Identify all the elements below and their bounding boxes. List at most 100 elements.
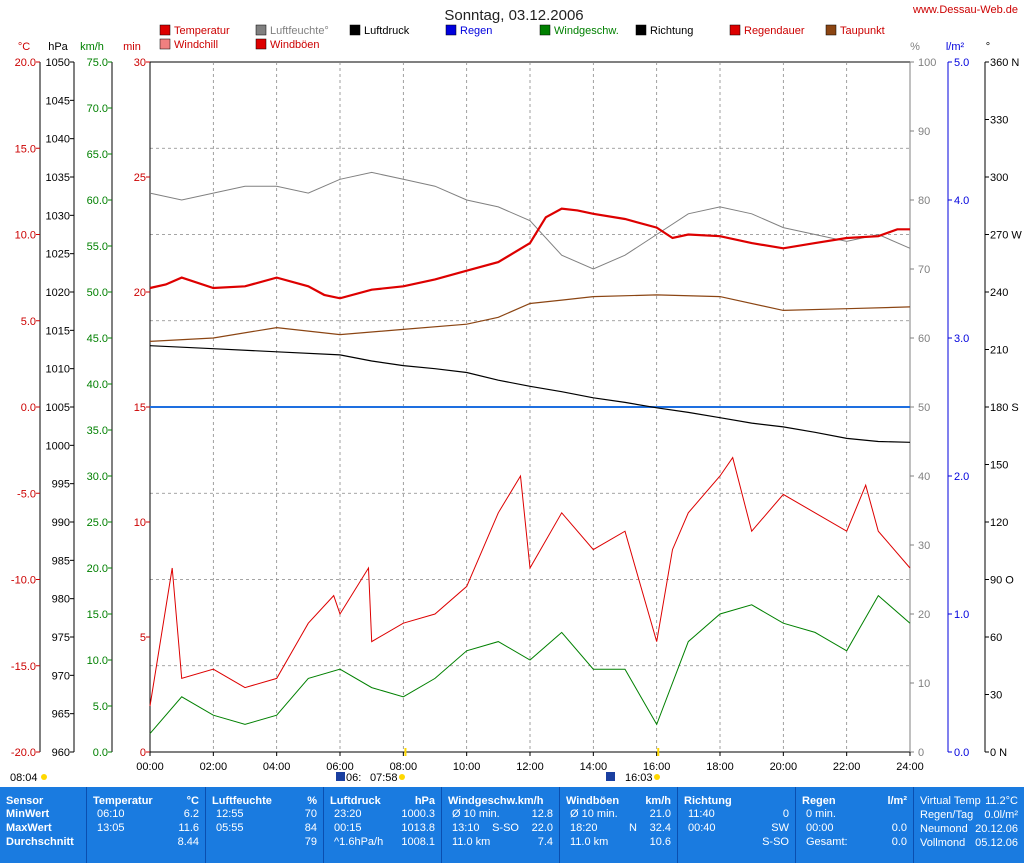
stats-hum-max-value: 84 (304, 822, 317, 834)
sunset-time: 16:03 (625, 772, 653, 784)
site-link[interactable]: www.Dessau-Web.de (913, 4, 1018, 16)
rain-axis-tick-label: 0.0 (954, 747, 969, 759)
stats-dir-max-time: 00:40 (688, 822, 716, 834)
legend-swatch (349, 24, 361, 36)
minutes-axis-tick-label: 20 (134, 287, 146, 299)
axis-unit-labels: °C hPa km/h min% l/m² ° (18, 41, 990, 53)
time-axis-tick-label: 04:00 (263, 761, 291, 773)
pressure-axis-tick-label: 970 (52, 670, 70, 682)
wind-axis-tick-label: 15.0 (87, 609, 108, 621)
legend-swatch (445, 24, 457, 36)
humidity-axis-tick-label: 60 (918, 333, 930, 345)
stats-wind-third-value: 7.4 (537, 836, 553, 848)
chart-title: Sonntag, 03.12.2006 (444, 7, 583, 24)
stats-wind-column: Windgeschw.km/h Ø 10 min. 12.8 13:10 S-SO 2… (442, 787, 560, 863)
legend-swatch (159, 24, 171, 36)
time-axis-tick-label: 20:00 (770, 761, 798, 773)
minutes-axis-tick-label: 5 (140, 632, 146, 644)
series-luftfeuchte-line (149, 171, 911, 270)
stats-sensor-column: Sensor MinWert MaxWert Durchschnitt (0, 787, 87, 863)
humidity-axis-tick-label: 100 (918, 57, 936, 69)
wind-axis-tick-label: 70.0 (87, 103, 108, 115)
wind-axis-tick-label: 30.0 (87, 471, 108, 483)
series-windb-en-line (149, 456, 911, 707)
moon-icon (606, 772, 615, 781)
rain-axis-tick-label: 4.0 (954, 195, 969, 207)
time-axis-tick-label: 10:00 (453, 761, 481, 773)
stats-extra-column: Virtual Temp 11.2°C Regen/Tag 0.0l/m² Neum… (914, 787, 1024, 863)
temp-axis-tick-label: 15.0 (15, 143, 36, 155)
direction-axis-tick-label: 330 (990, 115, 1008, 127)
wind-axis-tick-label: 60.0 (87, 195, 108, 207)
temp-axis-tick-label: 5.0 (21, 316, 36, 328)
stats-dir-avg-value: S-SO (762, 836, 789, 848)
stats-dir-min-time: 11:40 (688, 808, 715, 820)
stats-press-trend: ^1.6hPa/h (334, 836, 384, 848)
moon-icon (336, 772, 345, 781)
stats-press-min-value: 1000.3 (401, 808, 435, 820)
legend-entry: Taupunkt (840, 25, 885, 37)
pressure-axis-tick-label: 1030 (46, 210, 70, 222)
direction-axis-tick-label: 180 S (990, 402, 1019, 414)
stats-humidity-unit: % (307, 795, 317, 807)
stats-temperature-column: Temperatur °C 06:10 6.2 13:05 11.6 8.44 (87, 787, 206, 863)
minutes-axis-unit: min (123, 41, 141, 53)
stats-extra-value: 11.2°C (985, 795, 1018, 807)
legend-swatch (825, 24, 837, 36)
stats-pressure-column: Luftdruck hPa 23:20 1000.3 00:15 1013.8 ^1.… (324, 787, 442, 863)
pressure-axis-unit: hPa (48, 41, 68, 53)
temp-axis-tick-label: -5.0 (17, 488, 36, 500)
direction-axis-tick-label: 150 (990, 460, 1008, 472)
humidity-axis-tick-label: 0 (918, 747, 924, 759)
rain-axis-unit: l/m² (946, 41, 965, 53)
stats-hum-max-time: 05:55 (216, 822, 244, 834)
moon-event-time: 06: (346, 772, 361, 784)
stats-wind-max-time: 13:10 (452, 822, 480, 834)
pressure-axis-tick-label: 1020 (46, 287, 70, 299)
sun-icon (399, 774, 405, 780)
stats-wind-distance: 11.0 km (452, 836, 491, 848)
minutes-axis-tick-label: 25 (134, 172, 146, 184)
pressure-axis-tick-label: 965 (52, 709, 70, 721)
pressure-axis-tick-label: 975 (52, 632, 70, 644)
direction-axis-tick-label: 240 (990, 287, 1008, 299)
stats-hum-avg-value: 79 (304, 836, 317, 848)
direction-axis-tick-label: 30 (990, 690, 1002, 702)
stats-humidity-column: Luftfeuchte% 12:55 70 05:55 84 79 (206, 787, 324, 863)
humidity-axis-tick-label: 50 (918, 402, 930, 414)
temp-axis-tick-label: 10.0 (15, 230, 36, 242)
direction-axis-tick-label: 270 W (990, 230, 1022, 242)
stats-direction-title: Richtung (684, 795, 732, 807)
stats-sensor-title: Sensor (6, 795, 44, 807)
legend: Temperatur Windchill Luftfeuchte° Windböen L… (159, 24, 885, 51)
rain-axis-tick-label: 1.0 (954, 609, 969, 621)
stats-gust-distance: 11.0 km (570, 836, 609, 848)
humidity-axis-tick-label: 10 (918, 678, 930, 690)
time-axis-tick-label: 00:00 (136, 761, 164, 773)
pressure-axis-tick-label: 1000 (46, 440, 70, 452)
time-axis-tick-label: 06:00 (326, 761, 354, 773)
stats-dir-min-value: 0 (782, 808, 789, 820)
pressure-axis-tick-label: 1005 (46, 402, 70, 414)
sun-icon (41, 774, 47, 780)
direction-axis-tick-label: 120 (990, 517, 1008, 529)
pressure-axis-tick-label: 1015 (46, 325, 70, 337)
direction-axis-tick-label: 360 N (990, 57, 1019, 69)
stats-extra-label: Neumond (920, 823, 968, 835)
stats-extra-value: 20.12.06 (975, 823, 1018, 835)
stats-wind-title: Windgeschw.km/h (448, 795, 544, 807)
series-lines (149, 171, 911, 734)
humidity-axis-tick-label: 20 (918, 609, 930, 621)
stats-pressure-unit: hPa (414, 795, 435, 807)
rain-axis-tick-label: 5.0 (954, 57, 969, 69)
wind-axis-tick-label: 45.0 (87, 333, 108, 345)
wind-axis-tick-label: 50.0 (87, 287, 108, 299)
series-temperatur-line (149, 207, 910, 300)
stats-rain-unit: l/m² (887, 795, 907, 807)
legend-swatch (539, 24, 551, 36)
stats-temperature-title: Temperatur (93, 795, 153, 807)
sun-icon (654, 774, 660, 780)
stats-extra-label: Virtual Temp (920, 795, 981, 807)
stats-wind-max-dir: S-SO (492, 822, 519, 834)
sun-moon-markers: 08:04 06: 07:58 16:03 (10, 748, 660, 784)
